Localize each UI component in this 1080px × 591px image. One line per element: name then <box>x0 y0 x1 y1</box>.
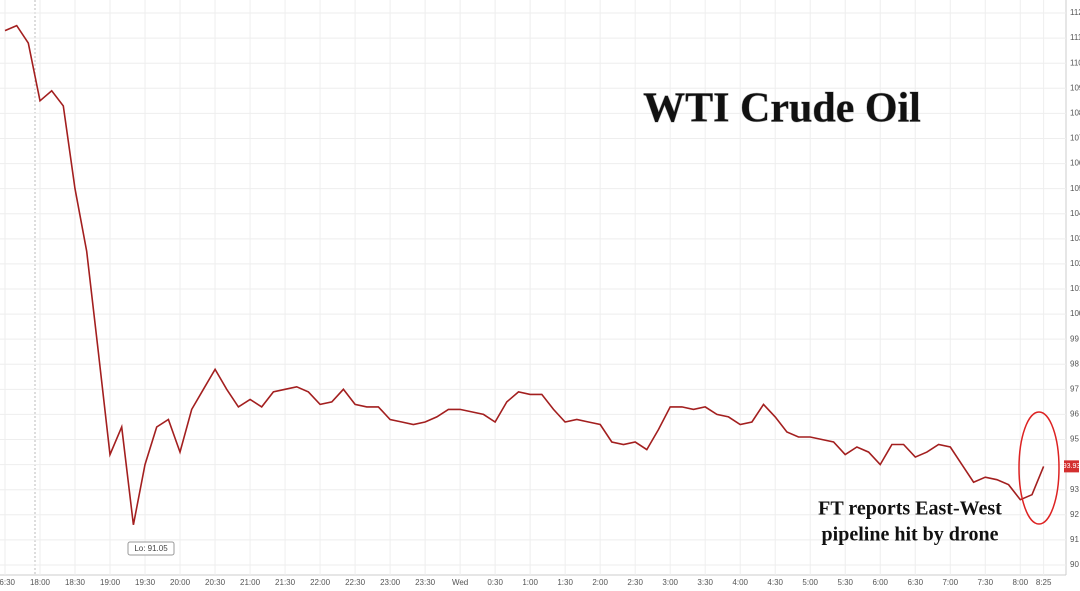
last-price-box <box>1064 460 1079 473</box>
y-tick-label: 106 <box>1070 159 1080 168</box>
y-tick-label: 104 <box>1070 209 1080 218</box>
y-tick-label: 107 <box>1070 134 1080 143</box>
x-tick-label: 7:00 <box>942 578 958 587</box>
x-tick-label: 6:00 <box>872 578 888 587</box>
last-price-label: 93.93 <box>1063 463 1080 470</box>
y-tick-label: 93 <box>1070 485 1079 494</box>
low-label-box <box>127 541 175 556</box>
chart-title: WTI Crude Oil <box>643 86 921 132</box>
x-tick-label: 5:00 <box>802 578 818 587</box>
annotation-line-1: FT reports East-West <box>818 498 1002 520</box>
x-tick-label: 20:30 <box>205 578 226 587</box>
y-tick-label: 97 <box>1070 384 1079 393</box>
x-tick-label: 22:30 <box>345 578 366 587</box>
x-tick-label: 21:30 <box>275 578 296 587</box>
x-tick-label: 18:30 <box>65 578 86 587</box>
x-tick-label: 4:30 <box>767 578 783 587</box>
annotation-line-2: pipeline hit by drone <box>822 524 999 546</box>
y-tick-label: 103 <box>1070 234 1080 243</box>
x-tick-label: 7:30 <box>977 578 993 587</box>
y-tick-label: 101 <box>1070 284 1080 293</box>
x-tick-label: 0:30 <box>487 578 503 587</box>
y-tick-label: 99 <box>1070 334 1079 343</box>
y-tick-label: 96 <box>1070 410 1079 419</box>
x-tick-label: 21:00 <box>240 578 261 587</box>
y-tick-label: 109 <box>1070 83 1080 92</box>
x-tick-label: 19:30 <box>135 578 156 587</box>
y-tick-label: 111 <box>1070 33 1080 42</box>
x-tick-label: 5:30 <box>837 578 853 587</box>
x-tick-label: 23:00 <box>380 578 401 587</box>
x-tick-label: Wed <box>452 578 468 587</box>
y-tick-label: 100 <box>1070 309 1080 318</box>
x-tick-label: 1:30 <box>557 578 573 587</box>
y-tick-label: 90 <box>1070 560 1079 569</box>
x-tick-label: 19:00 <box>100 578 121 587</box>
price-line <box>4 24 1045 525</box>
x-tick-label: 2:00 <box>592 578 608 587</box>
y-tick-label: 108 <box>1070 109 1080 118</box>
y-tick-label: 92 <box>1070 510 1079 519</box>
x-tick-label: 18:00 <box>30 578 51 587</box>
highlight-ellipse <box>1018 411 1060 525</box>
y-tick-label: 95 <box>1070 435 1079 444</box>
y-tick-label: 105 <box>1070 184 1080 193</box>
x-tick-label: 1:00 <box>522 578 538 587</box>
x-tick-label: 3:00 <box>662 578 678 587</box>
grid <box>0 0 1066 575</box>
y-tick-label: 98 <box>1070 359 1079 368</box>
x-tick-label: 4:00 <box>732 578 748 587</box>
y-tick-label: 112 <box>1070 8 1080 17</box>
y-tick-label: 110 <box>1070 58 1080 67</box>
low-label: Lo: 91.05 <box>134 544 168 553</box>
x-tick-label: 8:25 <box>1036 578 1052 587</box>
x-tick-label: 23:30 <box>415 578 436 587</box>
x-tick-label: 16:30 <box>0 578 16 587</box>
y-tick-label: 91 <box>1070 535 1079 544</box>
plot <box>4 24 1045 525</box>
y-tick-label: 102 <box>1070 259 1080 268</box>
x-tick-label: 8:00 <box>1012 578 1028 587</box>
x-tick-label: 2:30 <box>627 578 643 587</box>
x-tick-label: 20:00 <box>170 578 191 587</box>
x-tick-label: 22:00 <box>310 578 331 587</box>
x-tick-label: 3:30 <box>697 578 713 587</box>
x-tick-label: 6:30 <box>907 578 923 587</box>
